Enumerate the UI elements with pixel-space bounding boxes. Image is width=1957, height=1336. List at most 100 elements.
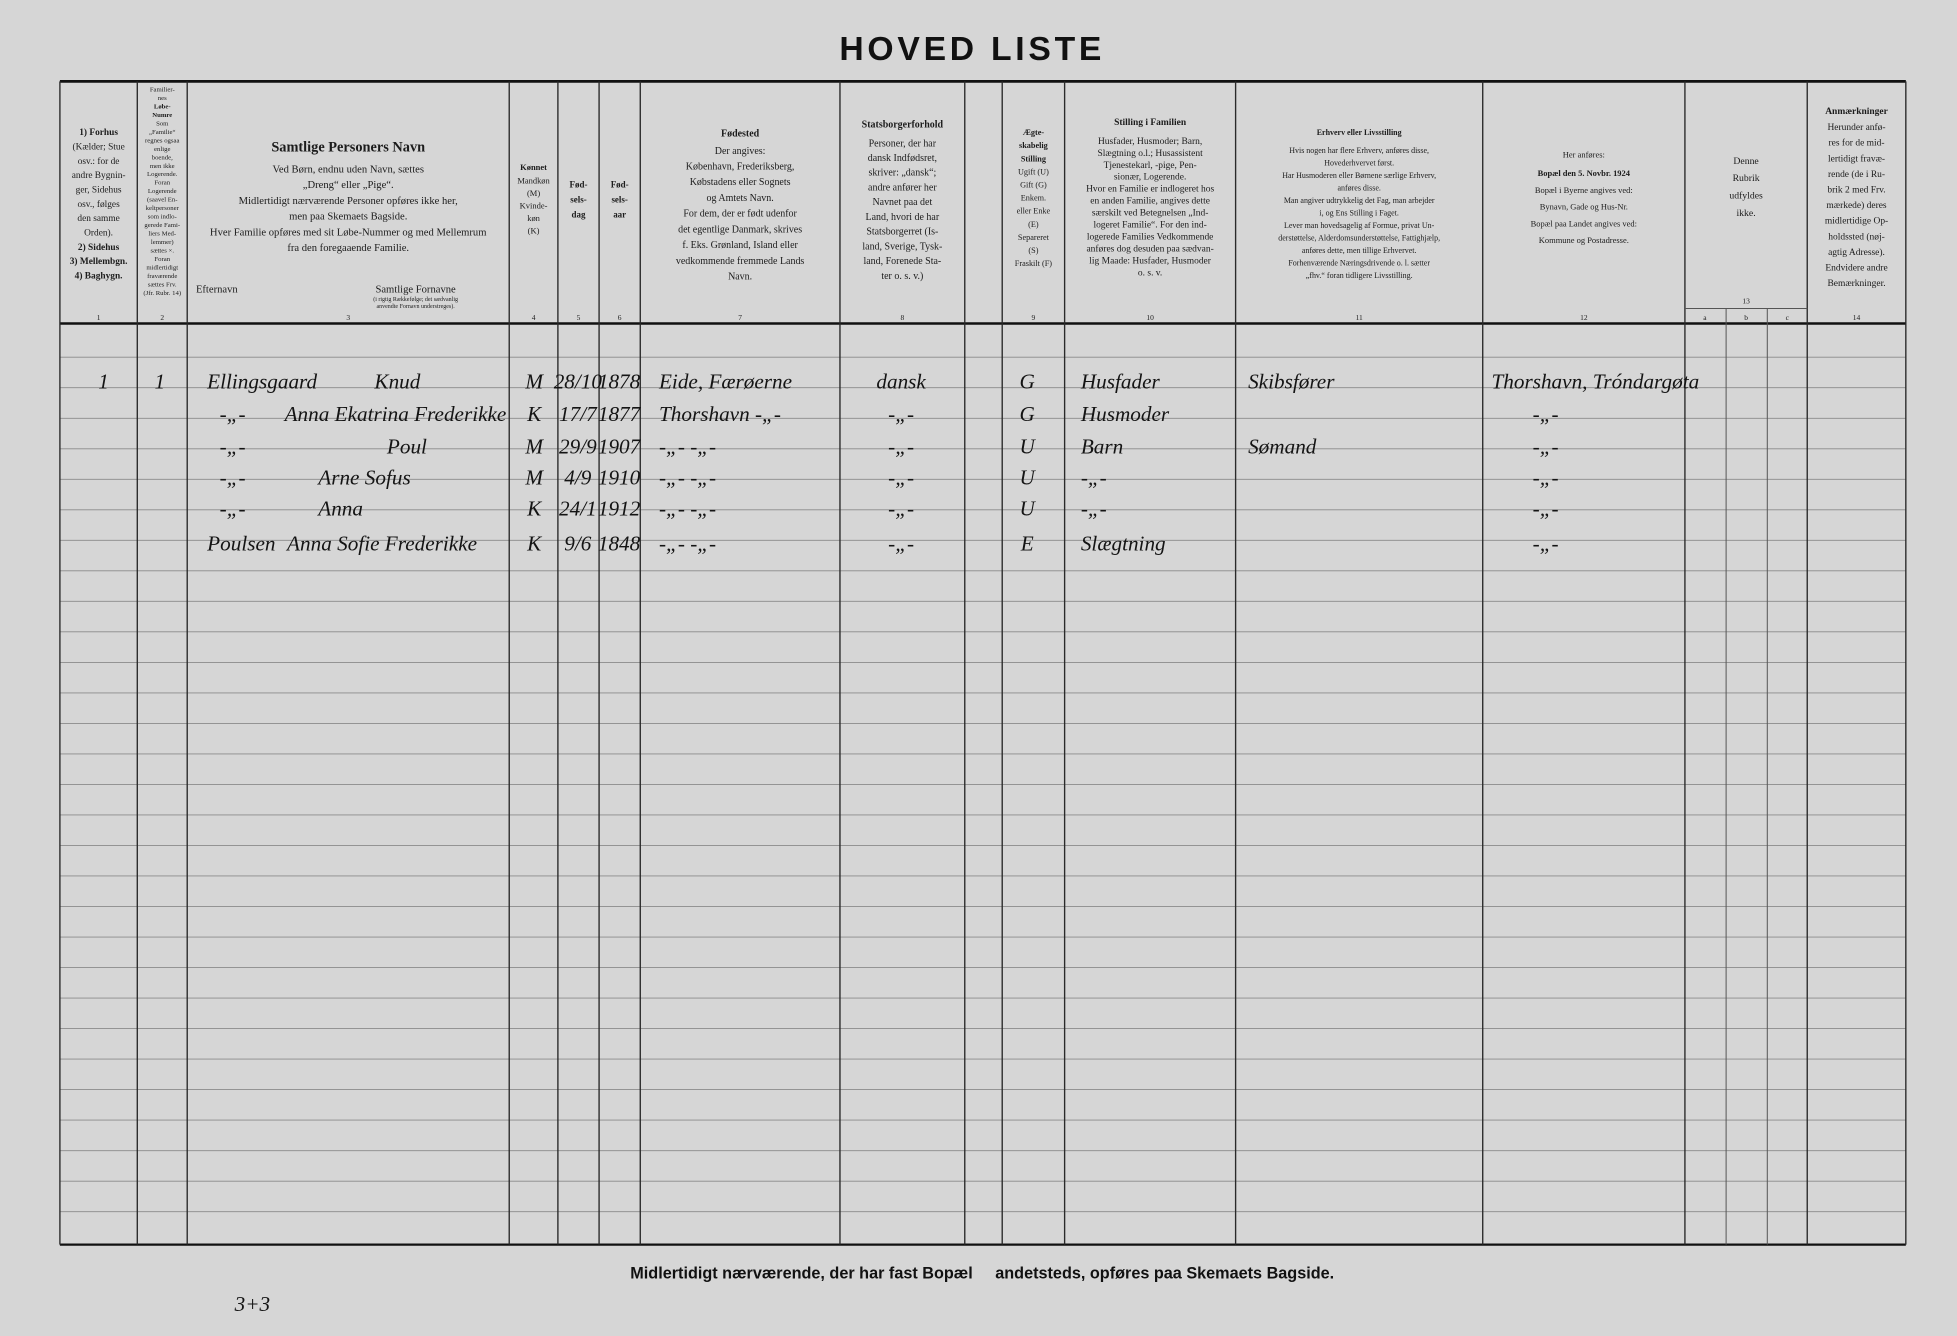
- column-header-line: 3) Mellembgn.: [70, 256, 128, 267]
- handwritten-sex: M: [524, 369, 544, 393]
- column-header-line: Logerende: [148, 188, 177, 195]
- handwritten-position: -„-: [1081, 497, 1107, 521]
- column-header-line: Løbe-: [154, 103, 171, 110]
- column-header-line: køn: [527, 213, 540, 223]
- column-header-line: holdssted (nøj-: [1828, 231, 1885, 242]
- column-header-line: Orden).: [84, 228, 113, 239]
- handwritten-firstnames: Knud: [373, 369, 420, 393]
- column-header-line: sættes ×.: [150, 248, 174, 255]
- column-header-line: rende (de i Ru-: [1828, 169, 1885, 180]
- column-header-line: dag: [572, 209, 586, 219]
- column-header-line: Forhenværende Næringsdrivende o. l. sætt…: [1288, 258, 1430, 267]
- column-header-line: enlige: [154, 146, 170, 153]
- handwritten-marital: U: [1020, 434, 1037, 458]
- handwritten-sex: M: [524, 434, 544, 458]
- firstnames-subhead: Samtlige Fornavne: [375, 284, 456, 295]
- column-header-line: Ægte-: [1023, 128, 1045, 137]
- column-number: 1: [97, 313, 101, 322]
- column-header-line: brik 2 med Frv.: [1827, 185, 1885, 195]
- column-header-line: (saavel En-: [147, 197, 177, 204]
- column-header-line: „fhv.“ foran tidligere Livsstilling.: [1306, 271, 1413, 280]
- handwritten-residence: Thorshavn, Tróndargøta: [1491, 369, 1699, 393]
- column-header-line: „Familie“: [149, 129, 176, 136]
- column-header-line: Som: [156, 120, 169, 127]
- column-header-line: (M): [527, 188, 540, 198]
- column-header-line: Rubrik: [1733, 173, 1760, 184]
- column-header-line: sættes Frv.: [148, 282, 177, 289]
- column-header-line: (E): [1028, 220, 1039, 229]
- column-header-line: 4) Baghygn.: [75, 271, 123, 282]
- sub-column-label: a: [1703, 313, 1707, 322]
- column-header-line: ter o. s. v.): [881, 271, 923, 282]
- column-header-line: (K): [528, 226, 540, 236]
- column-header-line: 2) Sidehus: [78, 242, 120, 253]
- column-header-line: Samtlige Personers Navn: [271, 139, 425, 155]
- firstnames-note: (i rigtig Rækkefølge; det sædvanlig: [373, 296, 458, 303]
- handwritten-position: Barn: [1081, 434, 1123, 458]
- column-header-line: regnes ogsaa: [145, 137, 180, 144]
- handwritten-surname: -„-: [220, 466, 246, 490]
- column-header-line: logeret Familie“. For den ind-: [1093, 221, 1206, 231]
- column-header-line: sionær, Logerende.: [1114, 173, 1186, 183]
- surname-subhead: Efternavn: [196, 284, 238, 295]
- handwritten-marital: G: [1020, 402, 1035, 426]
- column-header-line: Bopæl i Byerne angives ved:: [1535, 185, 1633, 195]
- handwritten-day: 28/10: [554, 369, 603, 393]
- sub-column-label: c: [1786, 313, 1790, 322]
- handwritten-sex: M: [524, 466, 544, 490]
- column-header-line: Denne: [1733, 156, 1758, 167]
- column-header-line: sels-: [570, 194, 586, 204]
- column-header-line: osv., følges: [77, 199, 120, 210]
- column-header-line: gerede Fami-: [144, 222, 180, 229]
- column-header-line: Hvor en Familie er indlogeret hos: [1086, 185, 1214, 195]
- handwritten-birthplace: -„- -„-: [659, 532, 716, 556]
- column-number: 6: [618, 313, 622, 322]
- column-header-line: Der angives:: [715, 146, 766, 157]
- column-header-line: lertidigt fravæ-: [1828, 153, 1885, 164]
- handwritten-firstnames: Poul: [386, 434, 427, 458]
- column-header-line: lemmer): [151, 239, 174, 246]
- handwritten-residence: -„-: [1533, 434, 1559, 458]
- handwritten-marital: G: [1020, 369, 1035, 393]
- column-header-line: Hvis nogen har flere Erhverv, anføres di…: [1289, 146, 1429, 155]
- column-header-line: midlertidigt: [146, 265, 178, 272]
- handwritten-sex: K: [526, 402, 543, 426]
- column-header-line: en anden Familie, angives dette: [1090, 197, 1210, 207]
- column-header-line: Separeret: [1018, 233, 1050, 242]
- handwritten-citizenship: -„-: [888, 402, 914, 426]
- handwritten-day: 29/9: [559, 434, 597, 458]
- handwritten-position: Husfader: [1080, 369, 1161, 393]
- column-header-line: Husfader, Husmoder; Barn,: [1098, 136, 1202, 147]
- column-header-line: Man angiver udtrykkelig det Fag, man arb…: [1284, 196, 1435, 205]
- handwritten-citizenship: -„-: [888, 434, 914, 458]
- column-header-line: logerede Families Vedkommende: [1087, 233, 1214, 243]
- handwritten-occupation: Sømand: [1248, 434, 1317, 458]
- column-header-line: Endvidere andre: [1825, 263, 1887, 273]
- handwritten-occupation: Skibsfører: [1248, 369, 1335, 393]
- column-header-line: Hver Familie opføres med sit Løbe-Nummer…: [210, 227, 487, 238]
- handwritten-birthplace: -„- -„-: [659, 466, 716, 490]
- column-header-line: lig Maade: Husfader, Husmoder: [1089, 256, 1211, 267]
- column-header-line: Numre: [152, 112, 172, 119]
- handwritten-citizenship: -„-: [888, 532, 914, 556]
- handwritten-surname: Poulsen: [206, 532, 275, 556]
- column-header-line: mærkede) deres: [1826, 200, 1887, 211]
- handwritten-surname: -„-: [220, 434, 246, 458]
- column-header-line: res for de mid-: [1829, 138, 1885, 149]
- column-header-line: Statsborgerret (Is-: [866, 227, 938, 238]
- column-header-line: skabelig: [1019, 141, 1049, 150]
- column-header-line: aar: [613, 209, 626, 219]
- handwritten-firstnames: Anna Ekatrina Frederikke: [283, 402, 507, 426]
- column-header-line: Fød-: [611, 179, 629, 189]
- footer-note: Midlertidigt nærværende, der har fast Bo…: [630, 1264, 1334, 1282]
- column-header-line: udfyldes: [1729, 191, 1763, 202]
- sub-column-label: b: [1744, 313, 1748, 322]
- handwritten-position: Slægtning: [1081, 532, 1166, 556]
- handwritten-citizenship: dansk: [876, 369, 926, 393]
- handwritten-residence: -„-: [1533, 532, 1559, 556]
- column-number: 14: [1853, 313, 1861, 322]
- handwritten-firstnames: Anna Sofie Frederikke: [285, 532, 477, 556]
- column-header-line: ikke.: [1736, 208, 1755, 219]
- column-header-line: Enkem.: [1021, 194, 1046, 203]
